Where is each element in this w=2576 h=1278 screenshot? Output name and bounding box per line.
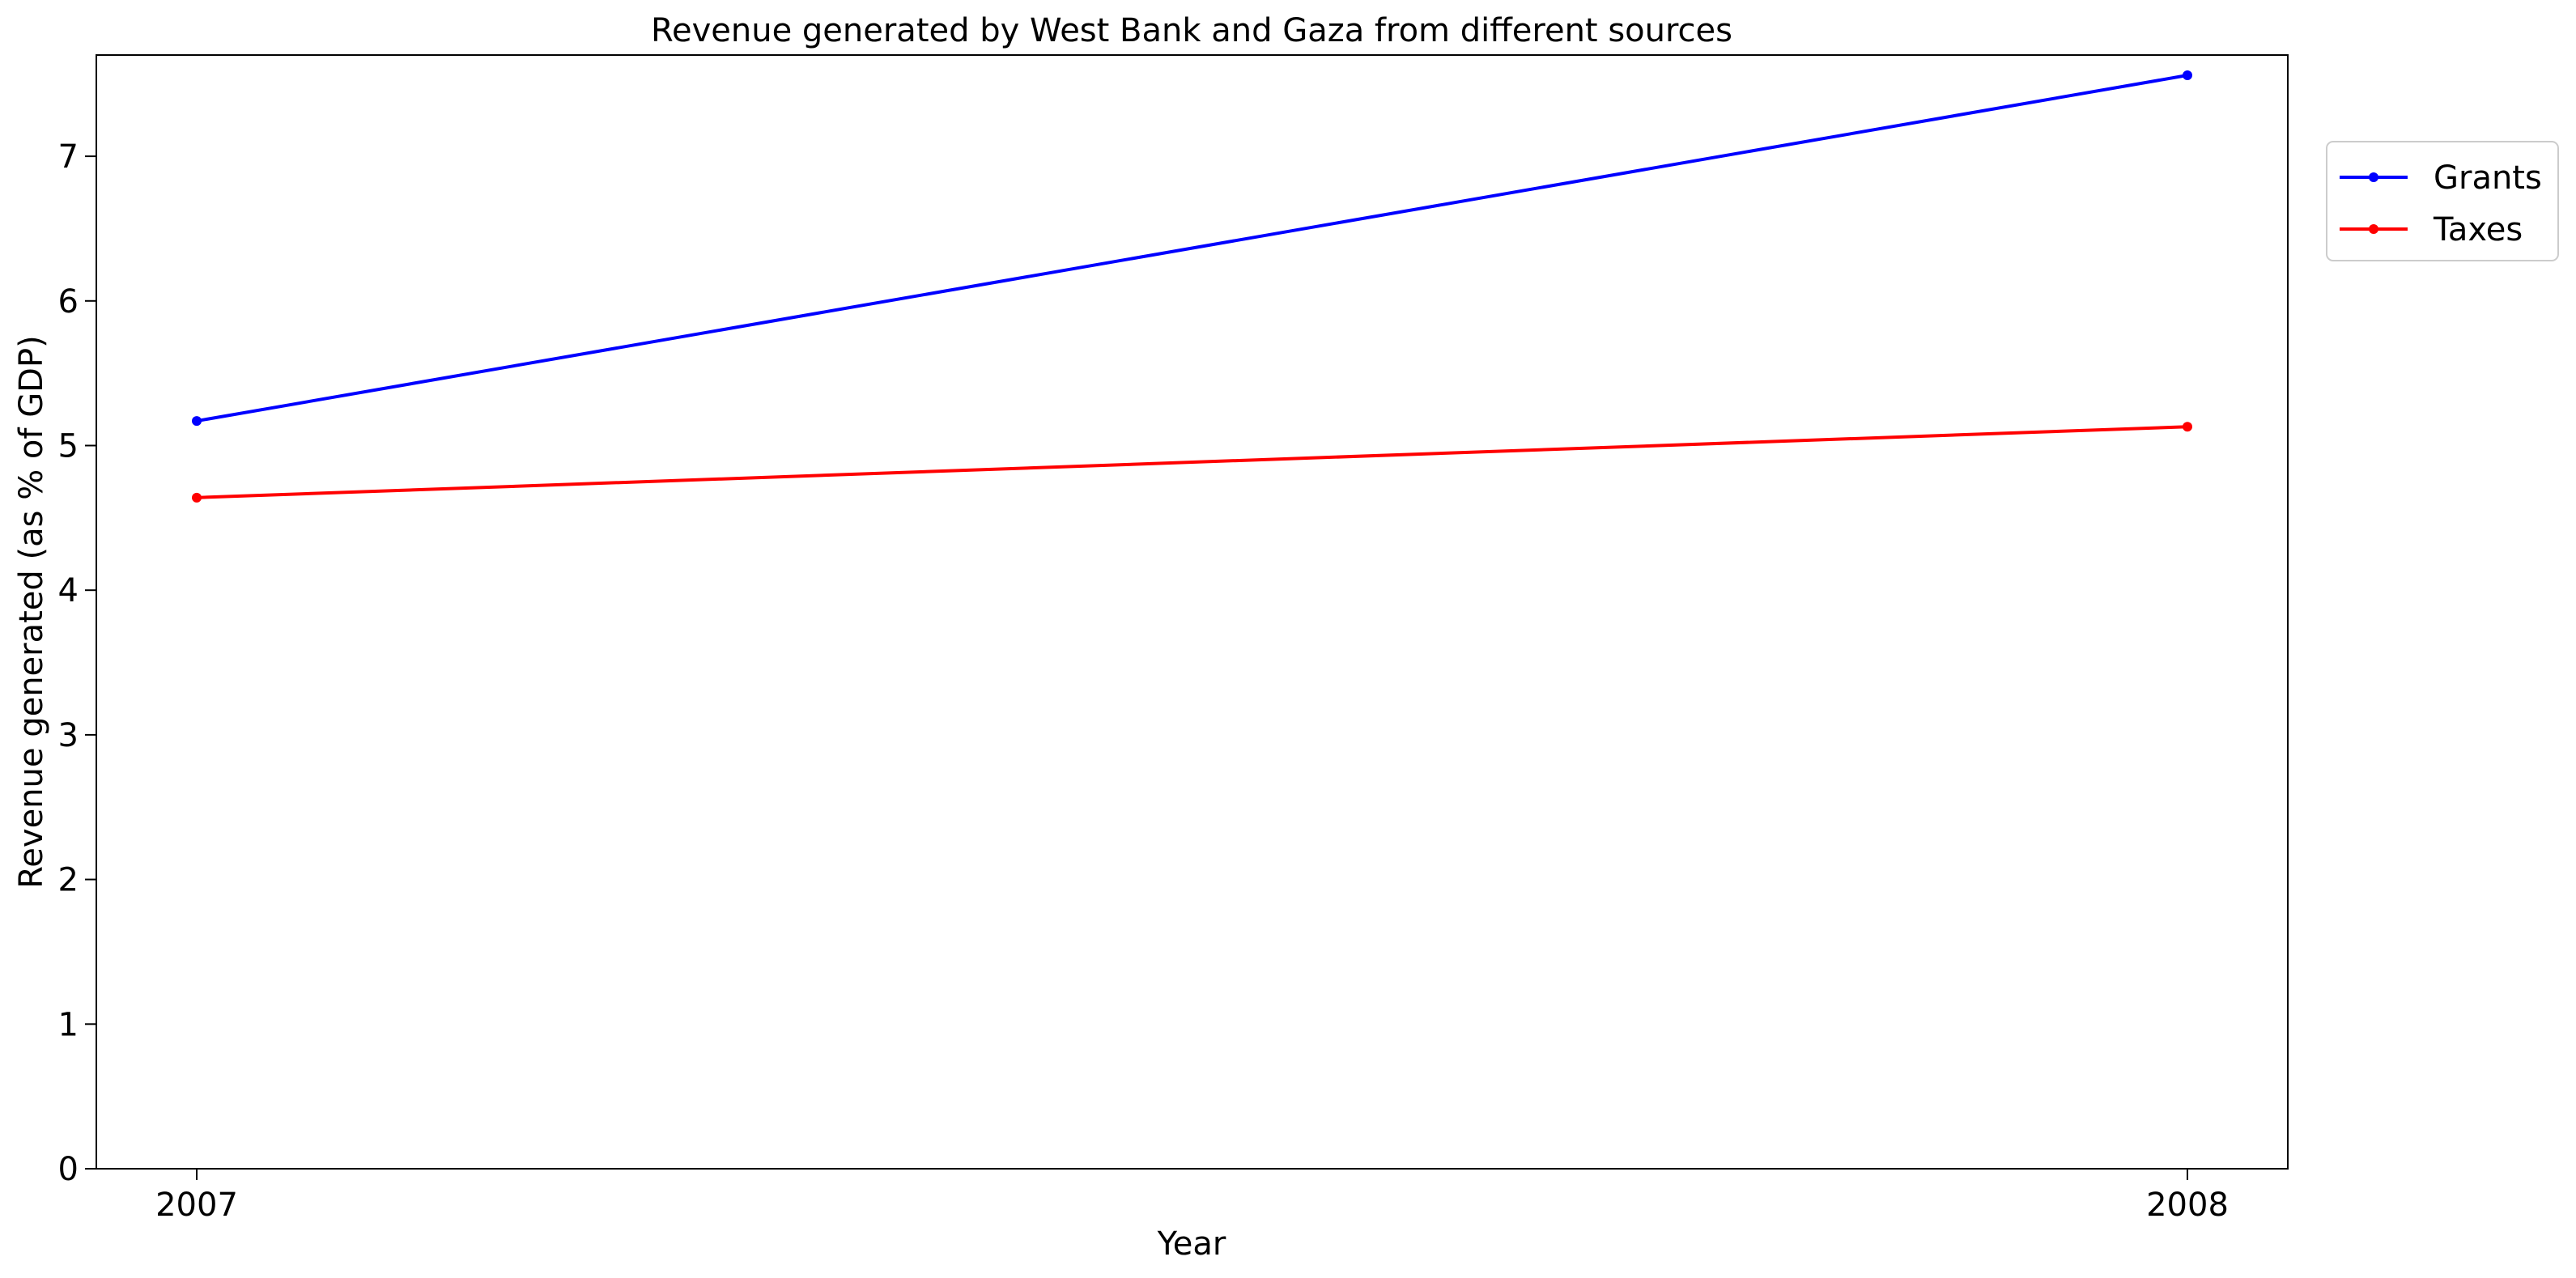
legend-label-grants: Grants (2434, 159, 2542, 197)
series-line-grants (196, 74, 2188, 423)
x-axis-ticks: 2007 2008 (155, 1169, 2229, 1224)
data-point-taxes (2183, 422, 2192, 432)
legend-marker-taxes (2369, 224, 2378, 234)
legend-box (2326, 141, 2559, 261)
x-tick-label: 2008 (2146, 1187, 2229, 1224)
legend: Grants Taxes (2326, 141, 2559, 261)
y-axis-title: Revenue generated (as % of GDP) (13, 335, 50, 888)
x-axis-title: Year (1157, 1225, 1226, 1263)
legend-marker-grants (2369, 172, 2378, 182)
y-tick-label: 5 (58, 427, 79, 465)
x-tick-label: 2007 (155, 1187, 238, 1224)
data-point-grants (192, 416, 202, 427)
chart-title: Revenue generated by West Bank and Gaza … (651, 12, 1732, 49)
data-point-grants (2183, 70, 2192, 81)
y-tick-label: 3 (58, 717, 79, 754)
series-layer (192, 70, 2192, 503)
data-point-taxes (192, 492, 202, 503)
plot-area (96, 54, 2289, 1170)
y-tick-label: 7 (58, 138, 79, 176)
legend-label-taxes: Taxes (2433, 211, 2523, 248)
y-tick-label: 4 (58, 572, 79, 609)
y-tick-label: 6 (58, 283, 79, 321)
y-axis-ticks: 0 1 2 3 4 5 6 7 (58, 138, 96, 1188)
series-line-taxes (196, 425, 2188, 499)
y-tick-label: 2 (58, 862, 79, 899)
y-tick-label: 1 (58, 1006, 79, 1043)
y-tick-label: 0 (58, 1151, 79, 1188)
